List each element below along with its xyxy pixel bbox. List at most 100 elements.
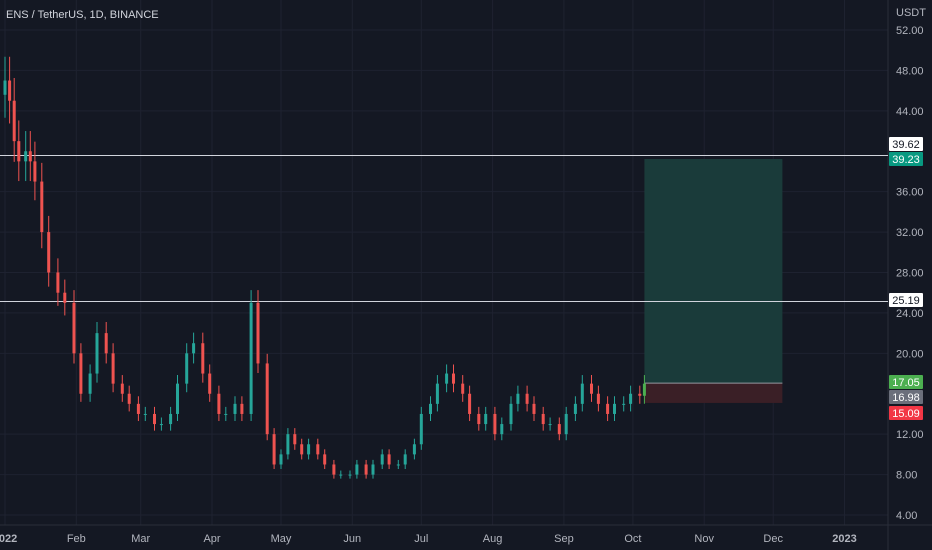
- candle-body: [159, 424, 163, 426]
- candle-body: [240, 403, 244, 414]
- price-tags: 39.62 39.23 25.19 17.05 16.98 15.09: [889, 137, 923, 420]
- price-tag: 39.62: [889, 137, 923, 151]
- candle-body: [72, 302, 76, 354]
- candle-body: [493, 413, 497, 435]
- candle-body: [111, 353, 115, 384]
- candle-body: [396, 464, 400, 466]
- candle-body: [468, 393, 472, 414]
- candle-body: [217, 393, 221, 414]
- candle-body: [40, 181, 44, 233]
- price-tick-label: 52.00: [896, 25, 924, 37]
- candle-body: [279, 454, 283, 465]
- price-axis: 52.00 48.00 44.00 36.00 32.00 28.00 24.00 20.00…: [896, 25, 924, 522]
- price-tag-label: 16.98: [892, 392, 920, 404]
- time-tick-label: Nov: [694, 533, 714, 545]
- candle-body: [525, 393, 529, 404]
- candle-body: [500, 424, 504, 435]
- price-tag-label: 39.62: [892, 139, 920, 151]
- price-tag-box: [889, 293, 923, 307]
- price-tag-label: 25.19: [892, 295, 920, 307]
- time-tick-label: Aug: [483, 533, 503, 545]
- candle-body: [88, 373, 92, 394]
- candle-body: [136, 403, 140, 414]
- price-tag-box: [889, 406, 923, 420]
- candle-body: [364, 464, 368, 475]
- price-tag-box: [889, 375, 923, 389]
- candle-body: [201, 343, 205, 374]
- candle-body: [564, 413, 568, 435]
- candle-body: [516, 393, 520, 404]
- time-tick-label: 2022: [0, 533, 17, 545]
- candle-body: [339, 474, 343, 476]
- candle-body: [638, 393, 642, 396]
- candle-body: [169, 413, 173, 425]
- candle-body: [176, 383, 179, 414]
- candle-body: [606, 403, 610, 414]
- candle-body: [323, 454, 327, 465]
- time-tick-label: Jul: [414, 533, 428, 545]
- time-tick-label: May: [271, 533, 292, 545]
- candle-body: [419, 413, 423, 445]
- profit-zone: [644, 159, 783, 384]
- candle-body: [629, 393, 633, 404]
- price-tick-label: 8.00: [896, 470, 917, 482]
- time-tick-label: 2023: [832, 533, 856, 545]
- price-tick-label: 32.00: [896, 227, 924, 239]
- price-tick-label: 20.00: [896, 348, 924, 360]
- price-axis-unit: USDT: [896, 7, 926, 19]
- price-tag: 16.98: [889, 390, 923, 404]
- candle-body: [590, 383, 593, 394]
- candle-body: [224, 413, 228, 415]
- candle-body: [192, 343, 196, 354]
- candle-body: [272, 434, 276, 465]
- price-tag-box: [889, 152, 923, 166]
- price-tag-label: 39.23: [892, 154, 920, 166]
- candle-body: [286, 434, 290, 455]
- candle-body: [484, 413, 488, 425]
- candle-body: [47, 232, 51, 273]
- candle-body: [596, 393, 600, 404]
- price-tag-box: [889, 390, 923, 404]
- candle-body: [613, 403, 616, 414]
- time-tick-label: Mar: [131, 533, 150, 545]
- candle-body: [435, 383, 439, 404]
- price-tick-label: 12.00: [896, 429, 924, 441]
- candle-body: [17, 141, 21, 162]
- candle-body: [622, 403, 626, 405]
- candle-body: [412, 444, 416, 455]
- position-zones: [644, 159, 783, 403]
- candle-body: [153, 413, 156, 425]
- candle-body: [332, 464, 336, 475]
- candle-body: [557, 424, 561, 435]
- price-tick-label: 4.00: [896, 510, 917, 522]
- candle-body: [429, 403, 432, 414]
- candle-body: [256, 302, 260, 364]
- price-tag: 17.05: [889, 375, 923, 389]
- price-tag: 15.09: [889, 406, 923, 420]
- candle-body: [371, 464, 375, 475]
- candle-body: [293, 434, 297, 445]
- time-tick-label: Sep: [554, 533, 574, 545]
- candle-body: [348, 474, 352, 476]
- candle-body: [532, 403, 536, 414]
- price-tag: 39.23: [889, 152, 923, 166]
- candle-body: [403, 454, 407, 465]
- candle-body: [56, 272, 60, 293]
- candle-body: [79, 353, 83, 394]
- candle-body: [642, 383, 646, 396]
- price-tick-label: 28.00: [896, 268, 924, 280]
- candle-body: [477, 413, 481, 425]
- candle-body: [24, 151, 28, 162]
- time-tick-label: Feb: [67, 533, 86, 545]
- candles: [3, 56, 646, 479]
- horizontal-lines: [0, 155, 888, 302]
- candle-body: [573, 403, 577, 414]
- candle-body: [233, 403, 237, 414]
- price-tick-label: 44.00: [896, 106, 924, 118]
- candle-body: [548, 424, 552, 426]
- candle-body: [387, 454, 391, 465]
- candle-body: [3, 80, 7, 95]
- candle-body: [461, 383, 465, 394]
